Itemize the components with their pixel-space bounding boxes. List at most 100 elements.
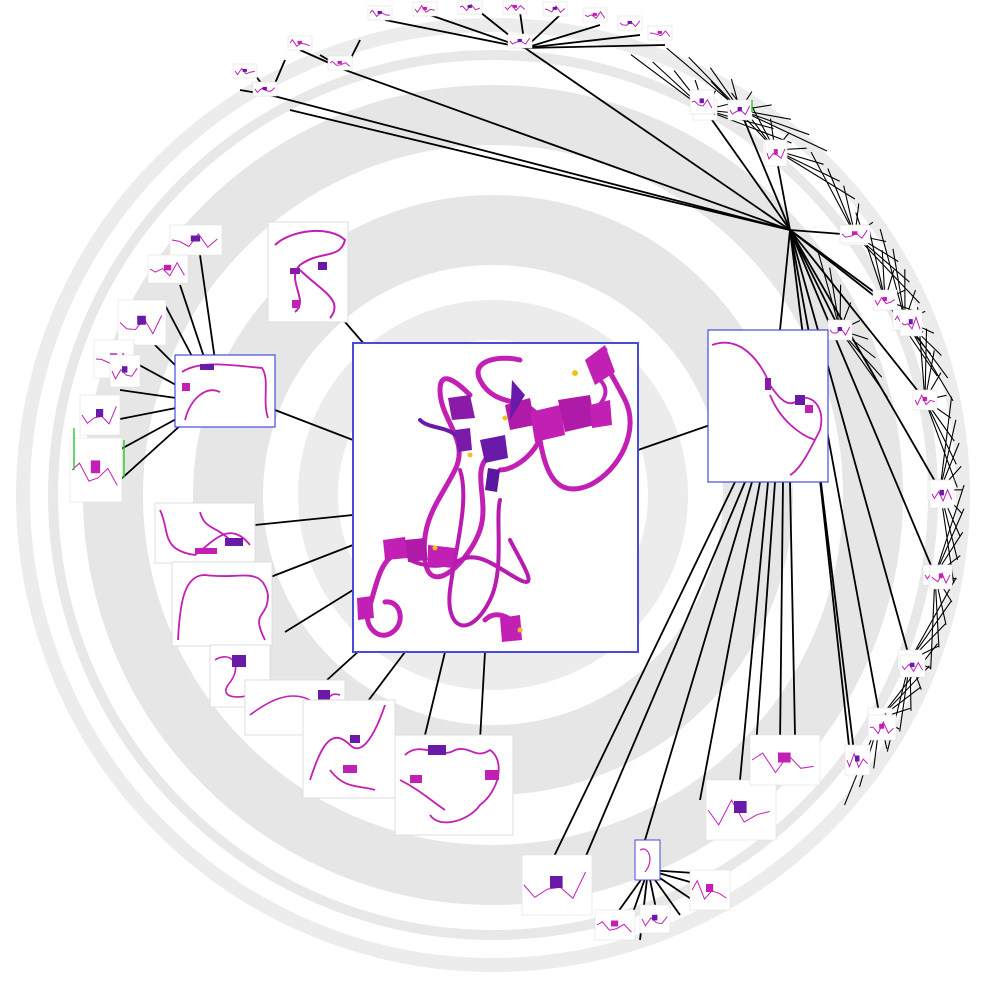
fan-edge bbox=[817, 250, 841, 331]
protein-thumbnail[interactable] bbox=[302, 699, 396, 799]
fan-edge bbox=[839, 329, 888, 398]
protein-thumbnail-small[interactable] bbox=[912, 389, 938, 411]
edge bbox=[754, 481, 776, 761]
protein-thumbnail-small[interactable] bbox=[749, 734, 821, 786]
protein-thumbnail-small[interactable] bbox=[252, 81, 278, 97]
fan-edge bbox=[909, 577, 957, 661]
protein-thumbnail-small[interactable] bbox=[147, 254, 189, 284]
edge bbox=[384, 19, 526, 49]
edge bbox=[789, 229, 926, 401]
protein-thumbnail-small[interactable] bbox=[617, 15, 643, 31]
protein-thumbnail-small[interactable] bbox=[867, 714, 897, 741]
protein-thumbnail-small[interactable] bbox=[594, 909, 636, 941]
protein-thumbnail-small[interactable] bbox=[899, 309, 923, 337]
edge bbox=[789, 481, 796, 736]
edge bbox=[524, 47, 791, 231]
protein-thumbnail-small[interactable] bbox=[79, 394, 121, 436]
protein-thumbnail-small[interactable] bbox=[689, 89, 715, 115]
protein-thumbnail-small[interactable] bbox=[412, 1, 438, 17]
protein-thumbnail-small[interactable] bbox=[327, 55, 353, 71]
edge bbox=[789, 229, 911, 661]
edge bbox=[789, 229, 936, 576]
protein-thumbnail-small[interactable] bbox=[827, 319, 853, 341]
fan-edge bbox=[924, 328, 928, 401]
edge bbox=[179, 284, 206, 361]
fan-edge bbox=[739, 109, 828, 152]
fan-edge bbox=[934, 484, 965, 576]
protein-structure-focus[interactable] bbox=[352, 342, 639, 653]
protein-thumbnail-small[interactable] bbox=[502, 0, 528, 15]
protein-thumbnail-small[interactable] bbox=[727, 99, 753, 121]
protein-thumbnail-small[interactable] bbox=[542, 1, 568, 17]
protein-thumbnail-small[interactable] bbox=[457, 0, 483, 15]
protein-thumbnail-small[interactable] bbox=[521, 854, 593, 916]
edge bbox=[524, 44, 666, 49]
protein-thumbnail-small[interactable] bbox=[705, 779, 777, 841]
edge bbox=[119, 423, 183, 481]
protein-thumbnail-small[interactable] bbox=[507, 33, 533, 49]
protein-thumbnail-small[interactable] bbox=[169, 224, 223, 256]
protein-thumbnail-small[interactable] bbox=[367, 5, 393, 21]
thumbnail-nodes bbox=[154, 221, 829, 881]
protein-thumbnail[interactable] bbox=[394, 734, 514, 836]
fan-edge bbox=[879, 643, 938, 719]
protein-thumbnail[interactable] bbox=[171, 561, 273, 647]
edge bbox=[637, 424, 711, 451]
edge bbox=[344, 69, 791, 231]
edge bbox=[289, 109, 791, 231]
edge bbox=[789, 229, 941, 491]
fan-edge bbox=[939, 419, 957, 491]
edge bbox=[524, 24, 601, 49]
protein-thumbnail-small[interactable] bbox=[689, 869, 731, 911]
protein-thumbnail-left-hub[interactable] bbox=[174, 354, 276, 428]
protein-thumbnail-small[interactable] bbox=[764, 139, 788, 167]
edge bbox=[364, 651, 406, 706]
protein-thumbnail[interactable] bbox=[154, 502, 256, 564]
protein-thumbnail-small[interactable] bbox=[232, 63, 258, 79]
protein-thumbnail-small[interactable] bbox=[839, 224, 871, 244]
protein-thumbnail-small[interactable] bbox=[582, 7, 608, 23]
edge bbox=[254, 514, 354, 526]
edge bbox=[789, 229, 881, 719]
protein-thumbnail-small[interactable] bbox=[929, 564, 953, 590]
protein-thumbnail[interactable] bbox=[267, 221, 349, 323]
protein-thumbnail-small[interactable] bbox=[287, 35, 313, 51]
fan-edge bbox=[939, 396, 953, 491]
edge bbox=[274, 409, 354, 441]
edge bbox=[269, 94, 791, 231]
protein-thumbnail-small[interactable] bbox=[117, 299, 167, 346]
edge bbox=[699, 481, 761, 801]
fan-edge bbox=[934, 508, 965, 576]
edge bbox=[524, 34, 641, 49]
fan-edge bbox=[924, 399, 958, 488]
protein-thumbnail-small[interactable] bbox=[872, 289, 898, 311]
fan-edge bbox=[827, 168, 856, 236]
protein-thumbnail-small[interactable] bbox=[69, 437, 123, 503]
green-accents bbox=[73, 100, 753, 478]
edge bbox=[344, 321, 366, 346]
edge bbox=[819, 479, 851, 756]
protein-thumbnail-small[interactable] bbox=[929, 479, 955, 509]
fan-edge bbox=[774, 149, 856, 200]
protein-thumbnail-small[interactable] bbox=[844, 744, 871, 776]
edge bbox=[267, 544, 354, 579]
edge bbox=[739, 109, 791, 231]
edge bbox=[544, 481, 736, 876]
edge bbox=[779, 229, 791, 331]
protein-thumbnail-right-hub[interactable] bbox=[707, 329, 829, 483]
protein-thumbnail-small[interactable] bbox=[109, 354, 141, 388]
ring-outer bbox=[16, 18, 970, 972]
ring-inner bbox=[298, 300, 688, 690]
edge bbox=[739, 481, 769, 781]
fan-edge bbox=[879, 229, 906, 321]
fan-edge bbox=[924, 399, 957, 465]
fan-edge bbox=[666, 47, 741, 111]
protein-thumbnail-small[interactable] bbox=[647, 25, 673, 41]
protein-thumbnail-small[interactable] bbox=[899, 654, 926, 678]
edge bbox=[779, 481, 784, 746]
edge bbox=[644, 481, 753, 841]
protein-thumbnail-bottom-hub[interactable] bbox=[634, 839, 661, 881]
edge bbox=[579, 481, 746, 871]
protein-thumbnail-small[interactable] bbox=[639, 904, 671, 934]
